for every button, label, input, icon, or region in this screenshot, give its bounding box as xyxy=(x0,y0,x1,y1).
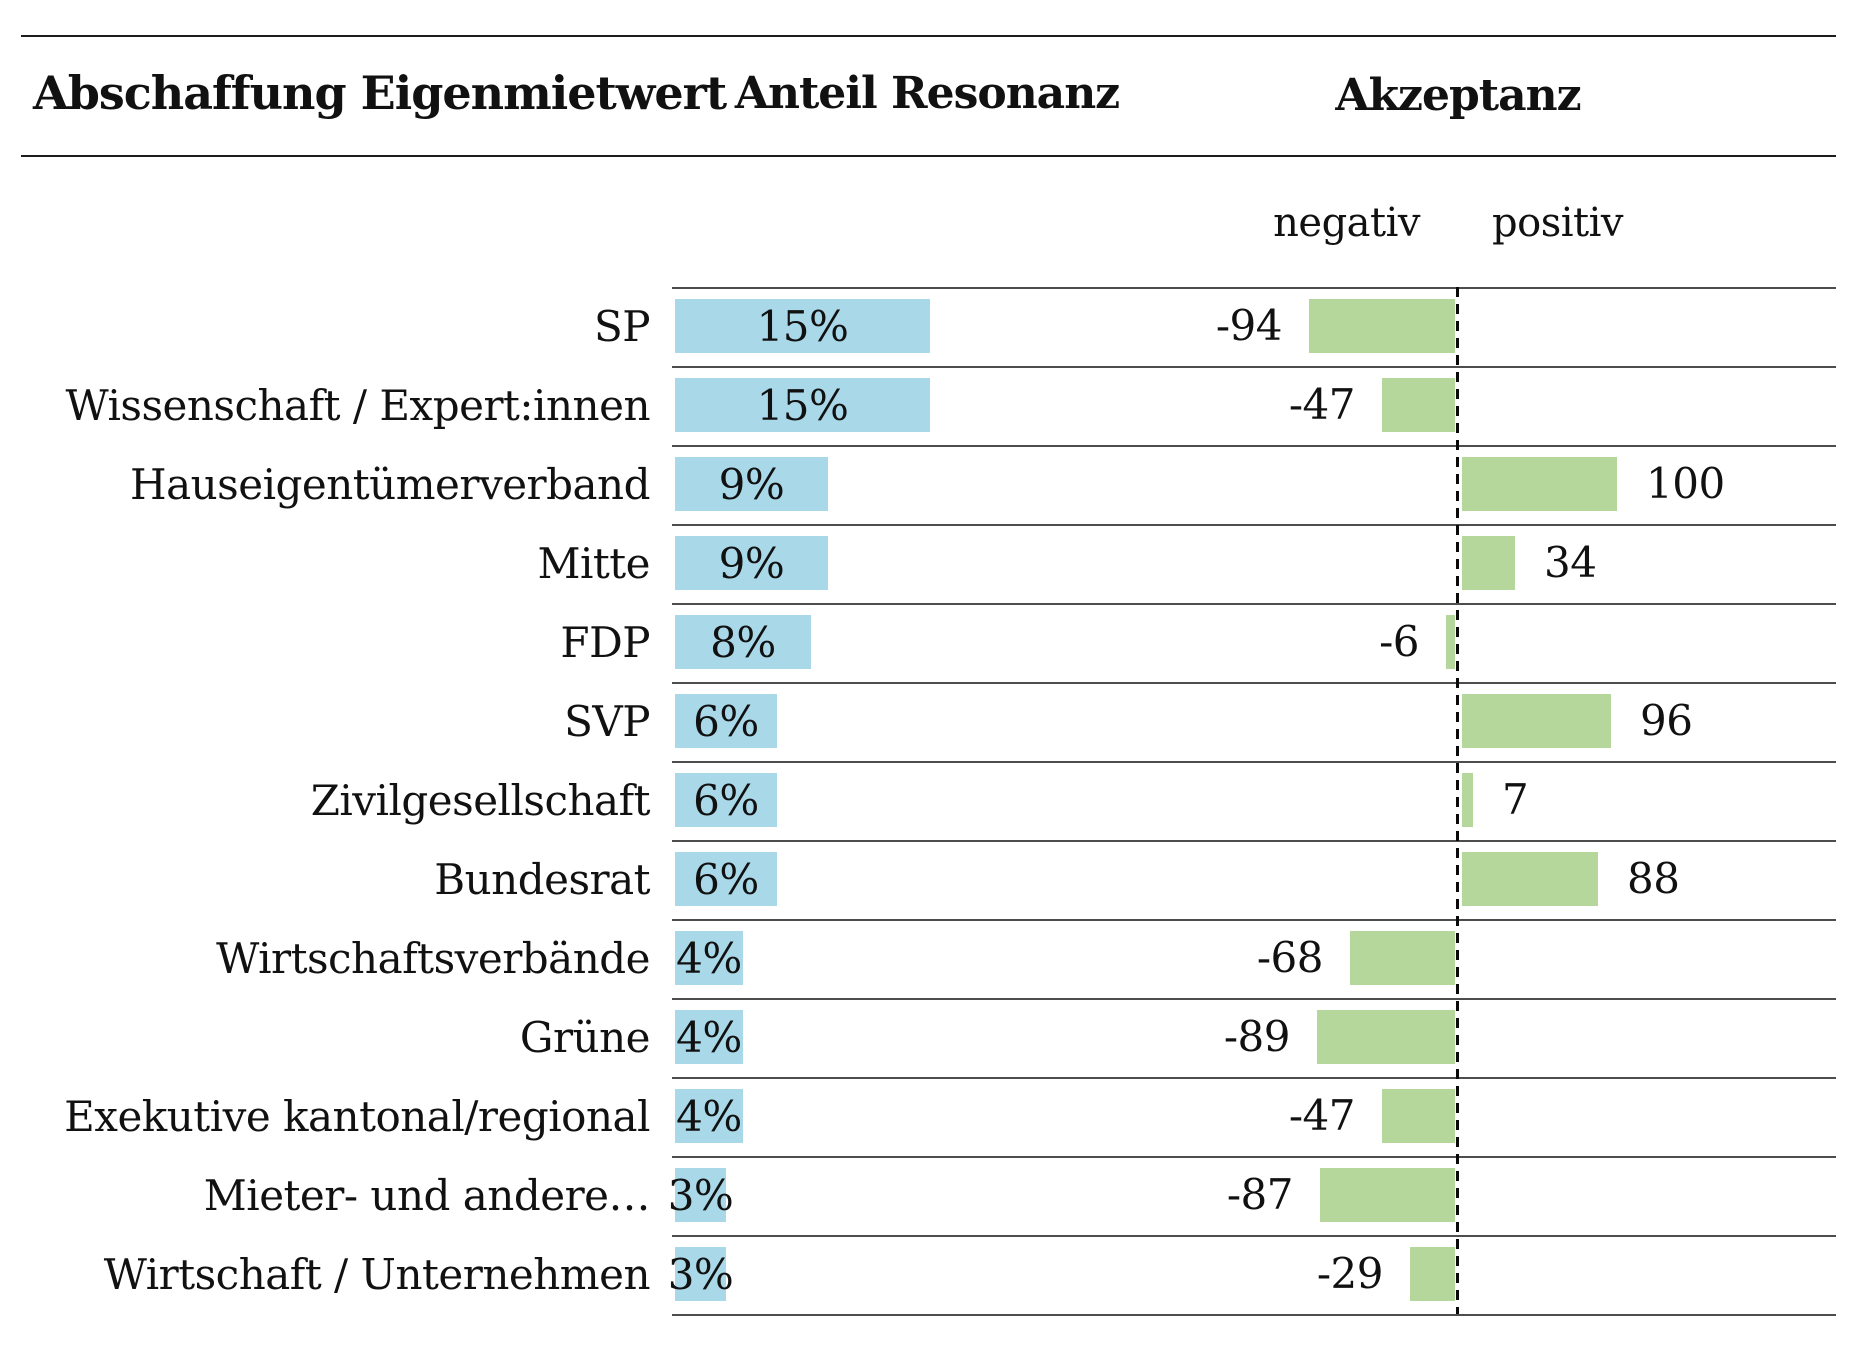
resonance-bar: 3% xyxy=(668,1168,734,1222)
acceptance-value-label: 96 xyxy=(1640,696,1693,745)
actor-label: SP xyxy=(593,302,651,351)
acceptance-bar xyxy=(1462,852,1598,906)
resonance-value-label: 6% xyxy=(693,775,759,825)
actor-label: Zivilgesellschaft xyxy=(310,776,651,825)
zero-axis-dashed-line xyxy=(1456,287,1459,1314)
row-separator xyxy=(672,998,1836,1000)
resonance-bar: 4% xyxy=(675,1089,743,1143)
resonance-bar: 15% xyxy=(675,299,930,353)
acceptance-bar xyxy=(1382,1089,1455,1143)
resonance-value-label: 4% xyxy=(676,933,742,983)
resonance-value-label: 15% xyxy=(756,380,849,430)
row-separator xyxy=(672,1235,1836,1237)
resonance-value-label: 9% xyxy=(718,538,785,588)
resonance-bar: 9% xyxy=(675,536,828,590)
resonance-value-label: 3% xyxy=(667,1249,734,1299)
axis-label-positive: positiv xyxy=(1492,200,1623,246)
acceptance-bar xyxy=(1462,457,1617,511)
column-header-acceptance: Akzeptanz xyxy=(1335,70,1581,121)
resonance-value-label: 8% xyxy=(710,617,776,667)
acceptance-bar xyxy=(1317,1010,1455,1064)
row-separator xyxy=(672,445,1836,447)
top-rule-line xyxy=(21,35,1836,37)
actor-label: Mitte xyxy=(537,539,650,588)
acceptance-value-label: 88 xyxy=(1627,854,1680,903)
row-separator xyxy=(672,524,1836,526)
actor-label: Mieter- und andere… xyxy=(203,1171,651,1220)
resonance-bar: 4% xyxy=(675,1010,743,1064)
column-header-resonance: Anteil Resonanz xyxy=(734,68,1120,119)
acceptance-value-label: -94 xyxy=(1215,301,1283,350)
actor-label: SVP xyxy=(564,697,650,746)
row-separator xyxy=(672,919,1836,921)
resonance-bar: 8% xyxy=(675,615,811,669)
acceptance-bar xyxy=(1462,694,1611,748)
acceptance-bar xyxy=(1462,536,1515,590)
acceptance-value-label: -89 xyxy=(1223,1012,1291,1061)
acceptance-value-label: -29 xyxy=(1316,1249,1384,1298)
acceptance-bar xyxy=(1320,1168,1455,1222)
actor-label: Hauseigentümerverband xyxy=(129,460,651,509)
actor-label: Grüne xyxy=(519,1013,651,1062)
row-separator xyxy=(672,840,1836,842)
resonance-value-label: 4% xyxy=(676,1091,742,1141)
actor-label: Bundesrat xyxy=(434,855,650,904)
acceptance-bar xyxy=(1382,378,1455,432)
acceptance-value-label: 100 xyxy=(1646,459,1725,508)
acceptance-value-label: 34 xyxy=(1544,538,1597,587)
row-separator xyxy=(672,1077,1836,1079)
row-separator xyxy=(672,682,1836,684)
resonance-bar: 9% xyxy=(675,457,828,511)
resonance-bar: 3% xyxy=(668,1247,734,1301)
axis-label-negative: negativ xyxy=(1273,200,1420,246)
resonance-bar: 6% xyxy=(675,773,777,827)
acceptance-value-label: 7 xyxy=(1502,775,1529,824)
acceptance-value-label: -47 xyxy=(1288,380,1356,429)
acceptance-bar xyxy=(1446,615,1455,669)
acceptance-bar xyxy=(1309,299,1455,353)
resonance-value-label: 4% xyxy=(676,1012,742,1062)
acceptance-bar xyxy=(1462,773,1473,827)
row-separator xyxy=(672,761,1836,763)
acceptance-value-label: -6 xyxy=(1379,617,1419,666)
header-rule-line xyxy=(21,155,1836,157)
acceptance-bar xyxy=(1410,1247,1455,1301)
actor-label: FDP xyxy=(560,618,650,667)
actor-label: Wirtschaftsverbände xyxy=(216,934,650,983)
acceptance-value-label: -47 xyxy=(1288,1091,1356,1140)
actor-label: Wissenschaft / Expert:innen xyxy=(65,381,651,430)
acceptance-value-label: -87 xyxy=(1226,1170,1294,1219)
resonance-value-label: 15% xyxy=(756,301,849,351)
resonance-value-label: 3% xyxy=(667,1170,734,1220)
resonance-value-label: 9% xyxy=(718,459,785,509)
row-separator xyxy=(672,366,1836,368)
row-separator xyxy=(672,1156,1836,1158)
resonance-value-label: 6% xyxy=(693,854,759,904)
acceptance-value-label: -68 xyxy=(1256,933,1324,982)
acceptance-bar xyxy=(1350,931,1455,985)
actor-label: Wirtschaft / Unternehmen xyxy=(103,1250,651,1299)
row-separator xyxy=(672,603,1836,605)
resonance-bar: 6% xyxy=(675,852,777,906)
resonance-bar: 6% xyxy=(675,694,777,748)
chart-title: Abschaffung Eigenmietwert xyxy=(33,66,727,120)
resonance-value-label: 6% xyxy=(693,696,759,746)
resonance-bar: 15% xyxy=(675,378,930,432)
row-separator xyxy=(672,1314,1836,1316)
actor-label: Exekutive kantonal/regional xyxy=(64,1092,650,1141)
resonance-bar: 4% xyxy=(675,931,743,985)
row-separator xyxy=(672,287,1836,289)
